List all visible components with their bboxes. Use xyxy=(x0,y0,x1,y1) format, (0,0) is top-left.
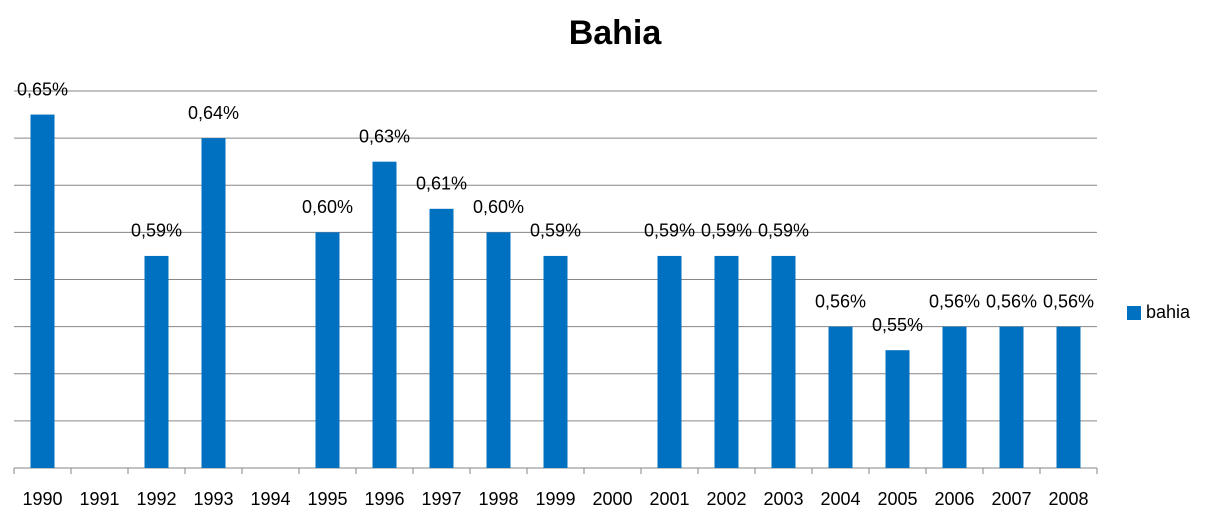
x-tick-label: 1996 xyxy=(364,489,404,509)
bar xyxy=(543,255,568,468)
data-label: 0,65% xyxy=(17,79,68,99)
x-tick-label: 1991 xyxy=(79,489,119,509)
x-tick-label: 2004 xyxy=(820,489,860,509)
x-tick-label: 1997 xyxy=(421,489,461,509)
bar xyxy=(942,326,967,468)
bar xyxy=(144,255,169,468)
x-tick-label: 1990 xyxy=(22,489,62,509)
legend-label: bahia xyxy=(1146,302,1191,322)
data-label: 0,59% xyxy=(644,221,695,241)
data-label: 0,56% xyxy=(815,291,866,311)
data-label: 0,59% xyxy=(131,221,182,241)
data-label: 0,61% xyxy=(416,174,467,194)
data-label: 0,60% xyxy=(302,197,353,217)
x-tick-label: 2007 xyxy=(991,489,1031,509)
data-label: 0,60% xyxy=(473,197,524,217)
x-tick-label: 1994 xyxy=(250,489,290,509)
x-tick-label: 1999 xyxy=(535,489,575,509)
chart-title: Bahia xyxy=(569,14,663,52)
data-label: 0,56% xyxy=(1043,291,1094,311)
x-tick-label: 2000 xyxy=(592,489,632,509)
data-label: 0,59% xyxy=(530,221,581,241)
legend-swatch xyxy=(1127,306,1141,320)
bar xyxy=(201,138,226,468)
bar xyxy=(429,208,454,468)
data-label: 0,56% xyxy=(986,291,1037,311)
x-tick-label: 1993 xyxy=(193,489,233,509)
bar xyxy=(714,255,739,468)
data-label: 0,63% xyxy=(359,126,410,146)
bar xyxy=(885,350,910,468)
bar xyxy=(657,255,682,468)
data-label: 0,55% xyxy=(872,315,923,335)
x-tick-label: 1992 xyxy=(136,489,176,509)
bar xyxy=(1056,326,1081,468)
x-tick-label: 2001 xyxy=(649,489,689,509)
data-label: 0,59% xyxy=(701,221,752,241)
bar xyxy=(486,232,511,468)
bar xyxy=(771,255,796,468)
x-tick-label: 2006 xyxy=(934,489,974,509)
bar xyxy=(372,161,397,468)
data-label: 0,59% xyxy=(758,221,809,241)
bar xyxy=(828,326,853,468)
data-label: 0,64% xyxy=(188,103,239,123)
x-tick-label: 2003 xyxy=(763,489,803,509)
bar xyxy=(30,114,55,468)
x-tick-label: 1995 xyxy=(307,489,347,509)
data-label: 0,56% xyxy=(929,291,980,311)
x-tick-label: 2008 xyxy=(1048,489,1088,509)
bar xyxy=(999,326,1024,468)
x-tick-label: 2002 xyxy=(706,489,746,509)
x-tick-label: 1998 xyxy=(478,489,518,509)
bar xyxy=(315,232,340,468)
x-tick-label: 2005 xyxy=(877,489,917,509)
